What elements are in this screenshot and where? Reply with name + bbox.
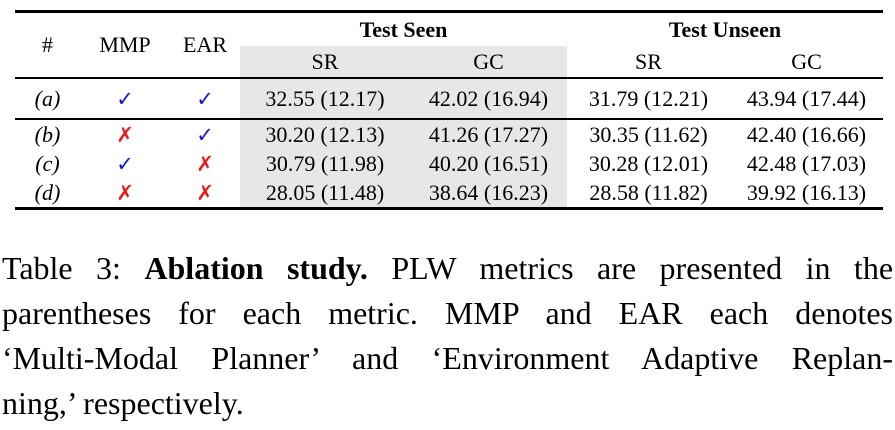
row-id: (b) [34, 121, 61, 147]
cell-seen-sr: 30.20 (12.13) [240, 119, 410, 149]
cell-seen-gc: 42.02 (16.94) [410, 78, 567, 119]
cell-unseen-sr: 30.28 (12.01) [588, 150, 709, 176]
cell-seen-sr: 30.79 (11.98) [240, 149, 410, 178]
ablation-table-container: # MMP EAR Test Seen Test Unseen SR GC SR… [15, 10, 884, 210]
cell-unseen-sr: 28.58 (11.82) [589, 179, 708, 205]
mmp-mark: ✓ [116, 151, 134, 176]
row-id: (a) [34, 85, 61, 111]
cell-unseen-gc: 42.48 (17.03) [746, 150, 867, 176]
caption-bold-title: Ablation study. [144, 250, 368, 286]
caption-line: Table 3: Ablation study. PLW metrics are… [2, 246, 893, 291]
cell-unseen-sr: 30.35 (11.62) [589, 121, 708, 147]
col-header-num: # [42, 32, 53, 57]
col-header-seen-sr: SR [240, 46, 410, 78]
table-row: (d) ✗ ✗ 28.05 (11.48) 38.64 (16.23) 28.5… [15, 178, 883, 209]
caption-line: parentheses for each metric. MMP and EAR… [2, 295, 893, 331]
cell-seen-sr: 32.55 (12.17) [240, 78, 410, 119]
col-header-unseen-gc: GC [791, 48, 822, 74]
header-sub-row: SR GC SR GC [15, 46, 883, 78]
table-row: (a) ✓ ✓ 32.55 (12.17) 42.02 (16.94) 31.7… [15, 78, 883, 119]
col-header-seen-gc: GC [410, 46, 567, 78]
cell-unseen-gc: 43.94 (17.44) [746, 85, 867, 111]
mmp-mark: ✗ [116, 122, 134, 147]
cell-unseen-gc: 42.40 (16.66) [746, 121, 867, 147]
cell-unseen-sr: 31.79 (12.21) [588, 85, 709, 111]
col-header-mmp: MMP [99, 32, 151, 57]
col-group-test-unseen: Test Unseen [668, 16, 782, 42]
ear-mark: ✓ [196, 86, 214, 111]
caption-label: Table 3: [2, 250, 145, 286]
table-body-row-a: (a) ✓ ✓ 32.55 (12.17) 42.02 (16.94) 31.7… [15, 78, 884, 119]
ablation-table: # MMP EAR Test Seen Test Unseen SR GC SR… [15, 10, 884, 210]
table-row: (b) ✗ ✓ 30.20 (12.13) 41.26 (17.27) 30.3… [15, 119, 883, 149]
table-caption: Table 3: Ablation study. PLW metrics are… [2, 246, 893, 426]
caption-line: ‘Multi-Modal Planner’ and ‘Environment A… [2, 340, 893, 376]
caption-line: ning,’ respectively. [2, 385, 244, 421]
cell-seen-sr: 28.05 (11.48) [240, 178, 410, 209]
row-id: (c) [35, 150, 60, 176]
header-group-row: # MMP EAR Test Seen Test Unseen [15, 12, 883, 58]
table-body-rows-bcd: (b) ✗ ✓ 30.20 (12.13) 41.26 (17.27) 30.3… [15, 119, 883, 209]
cell-seen-gc: 38.64 (16.23) [410, 178, 567, 209]
col-group-test-seen: Test Seen [359, 16, 448, 42]
mmp-mark: ✓ [116, 86, 134, 111]
cell-unseen-gc: 39.92 (16.13) [746, 179, 867, 205]
caption-text: PLW metrics are presented in the [367, 250, 894, 286]
col-header-unseen-sr: SR [635, 48, 662, 74]
cell-seen-gc: 41.26 (17.27) [410, 119, 567, 149]
mmp-mark: ✗ [116, 180, 134, 205]
cell-seen-gc: 40.20 (16.51) [410, 149, 567, 178]
col-header-ear: EAR [183, 32, 227, 57]
table-row: (c) ✓ ✗ 30.79 (11.98) 40.20 (16.51) 30.2… [15, 149, 883, 178]
row-id: (d) [34, 179, 61, 205]
ear-mark: ✗ [196, 151, 214, 176]
ear-mark: ✗ [196, 180, 214, 205]
ear-mark: ✓ [196, 122, 214, 147]
table-header: # MMP EAR Test Seen Test Unseen SR GC SR… [15, 12, 884, 78]
